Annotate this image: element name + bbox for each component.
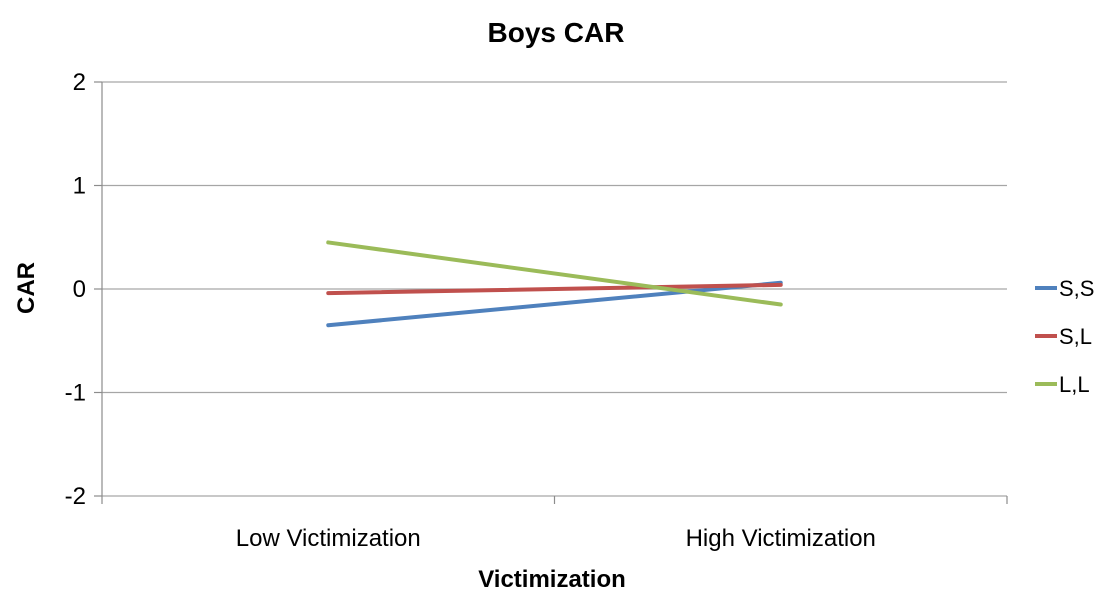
y-tick-labels: 2 1 0 -1 -2 xyxy=(65,69,86,510)
series-line-2 xyxy=(326,282,783,296)
legend-label-1: S,S xyxy=(1059,276,1094,301)
series-lines xyxy=(326,240,783,328)
y-tick-label: 1 xyxy=(73,173,86,200)
x-tick-label: Low Victimization xyxy=(236,525,421,552)
legend-label-2: S,L xyxy=(1059,324,1092,349)
y-tick-label: 2 xyxy=(73,69,86,96)
y-tick-label: -1 xyxy=(65,380,86,407)
legend: S,S S,L L,L xyxy=(1035,276,1094,397)
chart-title: Boys CAR xyxy=(488,17,625,48)
y-axis-title: CAR xyxy=(13,262,40,314)
x-axis-title: Victimization xyxy=(478,566,626,592)
y-tick-label: 0 xyxy=(73,276,86,303)
y-tick-label: -2 xyxy=(65,483,86,510)
x-tick-labels: Low Victimization High Victimization xyxy=(236,525,876,552)
series-line-1 xyxy=(326,280,783,328)
legend-label-3: L,L xyxy=(1059,372,1090,397)
series-line-3 xyxy=(326,240,783,307)
x-tick-label: High Victimization xyxy=(686,525,876,552)
axes xyxy=(94,81,1008,504)
